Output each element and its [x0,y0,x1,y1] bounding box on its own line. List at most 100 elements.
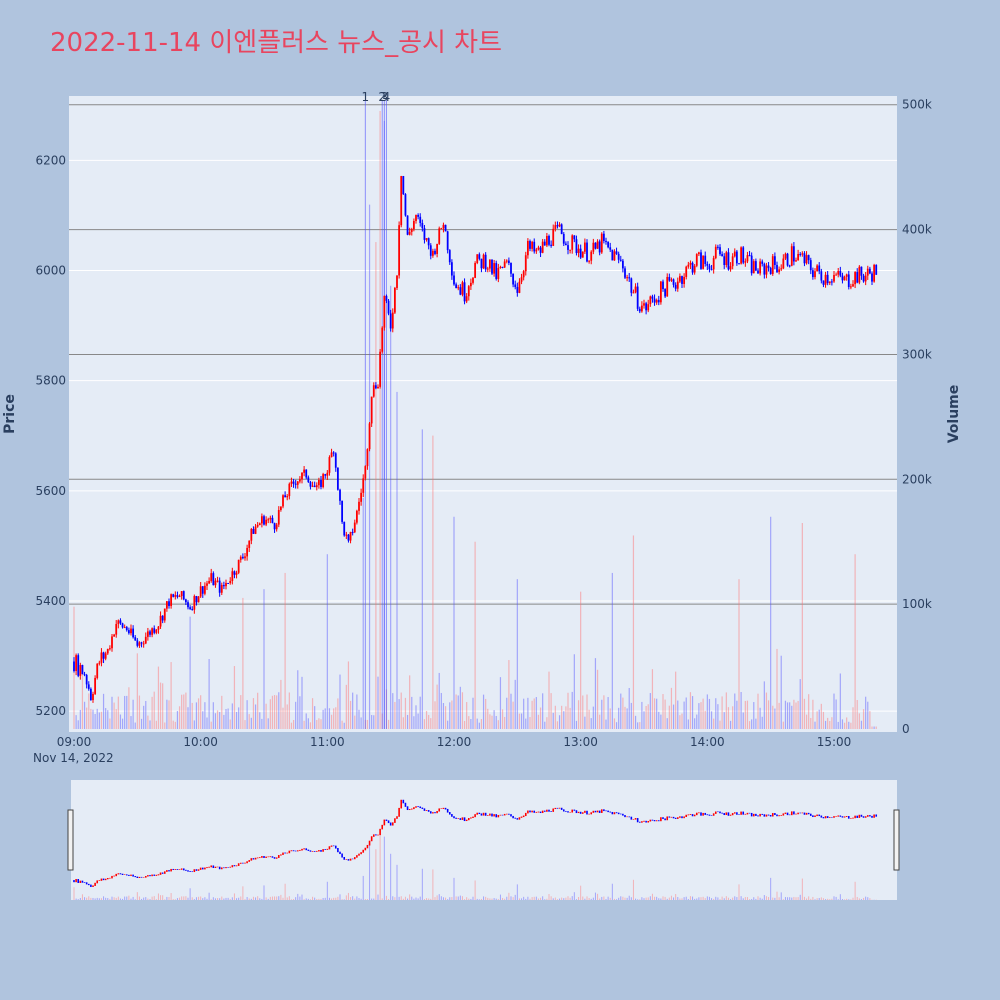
candle-body [569,249,572,251]
volume-bar [529,717,531,729]
slider-volume-bar [202,898,204,900]
volume-bar [195,702,198,729]
volume-bar [341,720,343,729]
volume-bar [668,705,670,729]
slider-volume-bar [402,898,404,900]
volume-bar [162,683,164,729]
volume-bar [174,721,176,729]
volume-bar [601,699,603,729]
candle-body [564,243,567,246]
candle-body [260,516,263,524]
volume-bar [286,704,288,729]
candle-body [510,262,512,274]
volume-bar [149,720,151,729]
time-tick-label: 12:00 [437,735,472,749]
slider-volume-bar [168,897,170,900]
candle-body [567,245,569,250]
candle-body [136,640,139,646]
candle-body [643,303,645,306]
candle-body [586,242,588,262]
slider-volume-bar [825,899,827,900]
volume-bar [858,713,860,729]
slider-volume-bar [400,896,402,900]
range-slider[interactable] [71,780,897,900]
volume-bar [273,695,276,729]
range-slider-right-handle[interactable] [893,809,900,871]
candle-body [583,242,586,252]
slider-volume-bar [639,899,641,900]
volume-bar [715,698,717,729]
volume-tick-label: 0 [902,722,910,736]
candle-body [533,241,536,252]
candle-body [573,235,576,240]
candle-body [472,277,474,283]
main-plot-area[interactable] [69,96,897,732]
slider-volume-bar [314,897,316,900]
slider-volume-bar [514,894,516,900]
volume-tick-label: 100k [902,597,932,611]
range-slider-left-handle[interactable] [67,809,74,871]
slider-volume-bar [827,898,829,900]
volume-bar [643,711,645,729]
slider-volume-bar [261,898,263,900]
candle-body [795,260,797,262]
candle-body [174,595,177,597]
volume-bar [727,707,730,729]
candle-body [446,231,449,251]
candle-body [672,279,675,285]
volume-bar [259,712,261,729]
volume-tick-labels: 0 100k 200k 300k 400k 500k [902,98,932,736]
candle-body [516,287,519,293]
volume-bar [227,708,229,729]
candle-body [178,596,181,598]
range-slider-volume [73,835,877,900]
slider-volume-bar [136,892,138,900]
slider-volume-bar [434,897,436,900]
slider-volume-bar [428,898,430,900]
candle-body [482,254,485,269]
volume-bar [157,666,160,729]
volume-bar [305,713,307,729]
slider-volume-bar [613,898,615,900]
candle-body [683,276,686,284]
slider-volume-bar [86,897,88,900]
volume-bar [778,702,780,729]
volume-bar [700,702,702,729]
volume-bar [459,686,461,729]
volume-bar [354,715,356,729]
candle-body [349,531,352,541]
candle-body [159,615,162,627]
candle-body [666,276,669,297]
slider-volume-bar [347,892,349,900]
volume-bar [100,711,103,729]
slider-volume-bar [381,898,383,900]
volume-bar [527,697,529,729]
candle-body [723,256,726,266]
candle-body [208,581,211,584]
volume-bar [841,719,844,729]
volume-bar [577,700,580,729]
slider-volume-bar [299,896,301,900]
candle-body [73,661,75,672]
slider-volume-bar [495,898,497,900]
volume-bar [590,718,592,729]
slider-volume-bar [138,896,140,900]
candle-body [229,581,232,584]
candle-body [320,480,322,487]
slider-volume-bar [700,897,702,900]
volume-bar [172,720,174,729]
slider-volume-bar [459,895,461,900]
slider-volume-bar [423,898,425,900]
candle-body [125,627,128,631]
slider-volume-bar [609,897,611,900]
volume-bar [867,701,869,729]
candle-body [873,264,876,282]
volume-bar [501,709,504,729]
volume-bar [343,722,345,729]
volume-bar [567,692,569,729]
candle-body [339,489,341,501]
slider-volume-bar [217,898,219,900]
slider-volume-bar [597,893,599,900]
candle-body [499,266,502,268]
volume-bar [105,708,107,729]
